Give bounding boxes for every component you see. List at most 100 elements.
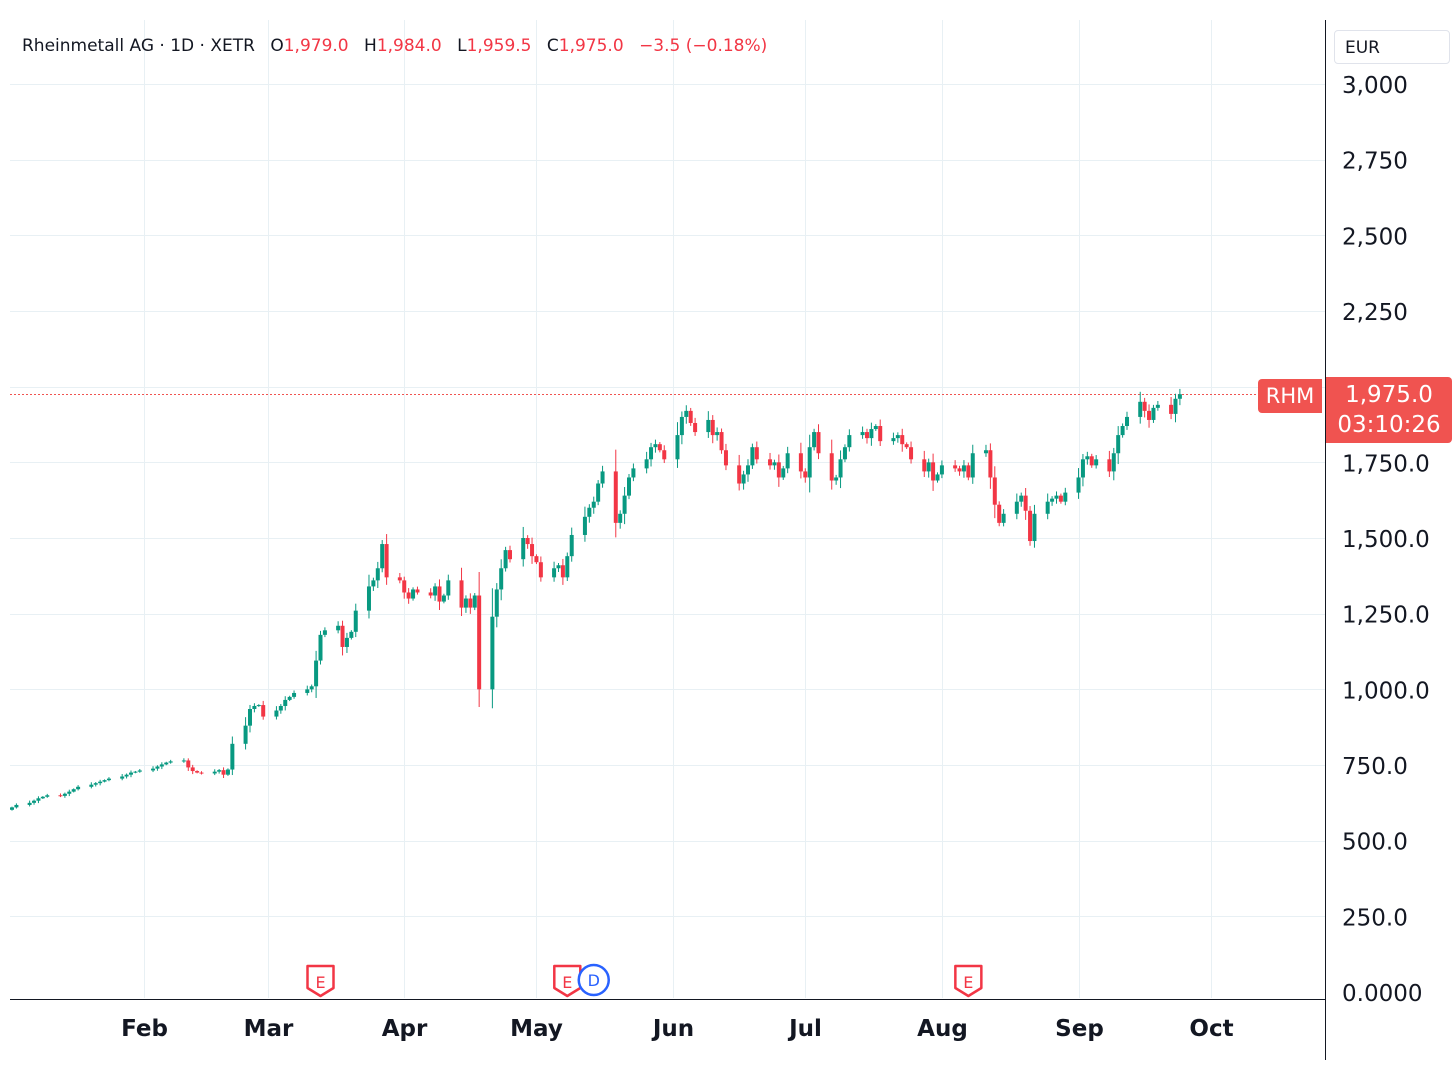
candle[interactable]: [891, 432, 896, 445]
earnings-marker[interactable]: E: [306, 964, 335, 998]
candle[interactable]: [768, 452, 773, 470]
candle[interactable]: [900, 428, 905, 452]
candle[interactable]: [675, 422, 680, 468]
candle[interactable]: [494, 583, 499, 628]
candle[interactable]: [1032, 504, 1037, 548]
candle[interactable]: [490, 588, 495, 709]
candle[interactable]: [124, 773, 129, 779]
candle[interactable]: [750, 443, 755, 469]
candle[interactable]: [1019, 492, 1024, 507]
candle[interactable]: [1147, 404, 1152, 428]
candle[interactable]: [428, 588, 433, 599]
candle[interactable]: [459, 567, 464, 617]
candle[interactable]: [723, 443, 728, 471]
candle[interactable]: [662, 445, 667, 464]
candle[interactable]: [631, 463, 636, 482]
candle[interactable]: [741, 470, 746, 490]
candle[interactable]: [397, 572, 402, 584]
candle[interactable]: [776, 454, 781, 487]
candle[interactable]: [538, 556, 543, 582]
candle[interactable]: [441, 593, 446, 604]
candle[interactable]: [380, 540, 385, 573]
candle[interactable]: [873, 424, 878, 431]
candle[interactable]: [217, 768, 222, 774]
candle[interactable]: [102, 779, 107, 783]
candle[interactable]: [1138, 391, 1143, 424]
candle[interactable]: [745, 459, 750, 482]
candle[interactable]: [842, 444, 847, 463]
price-axis[interactable]: 3,0002,7502,5002,2502,000.01,750.01,500.…: [1342, 73, 1430, 1007]
candle[interactable]: [67, 789, 72, 797]
candle[interactable]: [89, 782, 94, 789]
candle[interactable]: [274, 706, 279, 720]
candle[interactable]: [93, 782, 98, 787]
candle[interactable]: [256, 704, 261, 707]
candle[interactable]: [1169, 397, 1174, 420]
candle[interactable]: [225, 768, 230, 776]
candle[interactable]: [961, 460, 966, 478]
candle[interactable]: [221, 767, 226, 779]
candle[interactable]: [909, 441, 914, 464]
candle[interactable]: [243, 717, 248, 750]
candle[interactable]: [591, 496, 596, 514]
candle[interactable]: [904, 442, 909, 450]
candle[interactable]: [283, 696, 288, 711]
candle[interactable]: [534, 554, 539, 565]
candle[interactable]: [864, 428, 869, 444]
candle[interactable]: [71, 788, 76, 793]
candle[interactable]: [1125, 411, 1130, 430]
candle[interactable]: [816, 424, 821, 460]
candle[interactable]: [657, 442, 662, 453]
candle[interactable]: [446, 574, 451, 600]
candle[interactable]: [521, 526, 526, 567]
candle[interactable]: [829, 439, 834, 490]
candle[interactable]: [596, 480, 601, 506]
candle[interactable]: [600, 465, 605, 488]
candle[interactable]: [322, 627, 327, 638]
candle[interactable]: [649, 442, 654, 467]
candle[interactable]: [318, 630, 323, 665]
candle[interactable]: [62, 792, 67, 798]
candle[interactable]: [715, 427, 720, 441]
candle[interactable]: [1120, 423, 1125, 438]
candle[interactable]: [525, 535, 530, 549]
candle[interactable]: [618, 510, 623, 529]
earnings-marker[interactable]: E: [553, 964, 582, 998]
candle[interactable]: [371, 577, 376, 591]
candle[interactable]: [807, 434, 812, 493]
candle[interactable]: [164, 761, 169, 766]
candle[interactable]: [508, 545, 513, 563]
candle[interactable]: [40, 796, 45, 799]
candle[interactable]: [1116, 426, 1121, 465]
candle[interactable]: [437, 579, 442, 610]
candle[interactable]: [679, 411, 684, 445]
candle[interactable]: [468, 593, 473, 614]
candle[interactable]: [684, 405, 689, 424]
candle[interactable]: [344, 632, 349, 653]
candle[interactable]: [190, 764, 195, 775]
candle[interactable]: [754, 441, 759, 464]
candle[interactable]: [1063, 487, 1068, 506]
candle[interactable]: [587, 504, 592, 523]
candle[interactable]: [159, 762, 164, 770]
candle[interactable]: [27, 800, 32, 807]
candle[interactable]: [1142, 397, 1147, 418]
candle[interactable]: [560, 558, 565, 585]
candle[interactable]: [14, 803, 19, 809]
candle[interactable]: [1107, 450, 1112, 478]
candle[interactable]: [834, 474, 839, 485]
candle[interactable]: [613, 449, 618, 538]
legend-symbol[interactable]: Rheinmetall AG · 1D · XETR: [22, 36, 255, 56]
candle[interactable]: [151, 766, 156, 773]
candle[interactable]: [878, 419, 883, 446]
candle[interactable]: [128, 770, 133, 778]
candle[interactable]: [45, 793, 50, 798]
candle[interactable]: [706, 411, 711, 438]
candle[interactable]: [292, 690, 297, 699]
candle[interactable]: [926, 458, 931, 478]
candle[interactable]: [1058, 493, 1063, 504]
candle[interactable]: [565, 552, 570, 581]
candle[interactable]: [653, 439, 658, 453]
candle[interactable]: [803, 468, 808, 483]
